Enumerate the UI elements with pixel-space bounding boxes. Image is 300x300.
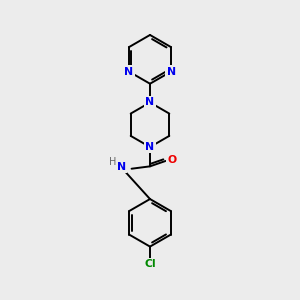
Text: H: H	[109, 157, 116, 167]
Text: N: N	[124, 67, 134, 76]
Text: N: N	[167, 67, 176, 76]
Text: Cl: Cl	[144, 260, 156, 269]
Text: N: N	[146, 142, 154, 152]
Text: N: N	[117, 162, 126, 172]
Text: O: O	[167, 154, 177, 164]
Text: N: N	[146, 98, 154, 107]
